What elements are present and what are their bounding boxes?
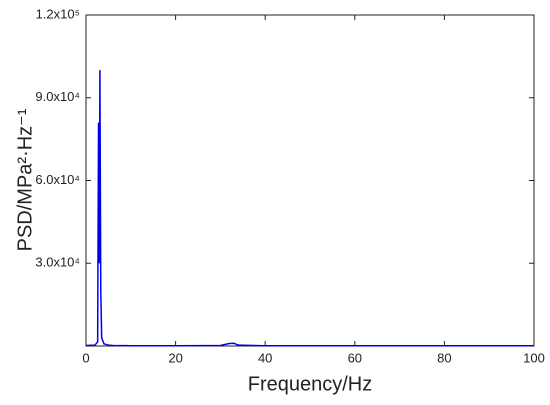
x-tick-label: 80 bbox=[437, 350, 451, 365]
x-tick-label: 60 bbox=[348, 350, 362, 365]
y-axis-title: PSD/MPa²·Hz⁻¹ bbox=[14, 108, 36, 251]
y-tick-label: 3.0x10⁴ bbox=[35, 255, 80, 270]
x-tick-label: 100 bbox=[523, 350, 545, 365]
x-tick-label: 20 bbox=[168, 350, 182, 365]
data-line bbox=[85, 70, 534, 347]
plot-frame bbox=[85, 14, 535, 347]
y-tick-label: 6.0x10⁴ bbox=[35, 172, 80, 187]
x-axis-title: Frequency/Hz bbox=[248, 373, 373, 395]
x-tick-label: 40 bbox=[258, 350, 272, 365]
x-tick-label: 0 bbox=[82, 350, 89, 365]
y-tick-label: 1.2x10⁵ bbox=[36, 6, 80, 21]
y-tick-label: 9.0x10⁴ bbox=[35, 89, 80, 104]
